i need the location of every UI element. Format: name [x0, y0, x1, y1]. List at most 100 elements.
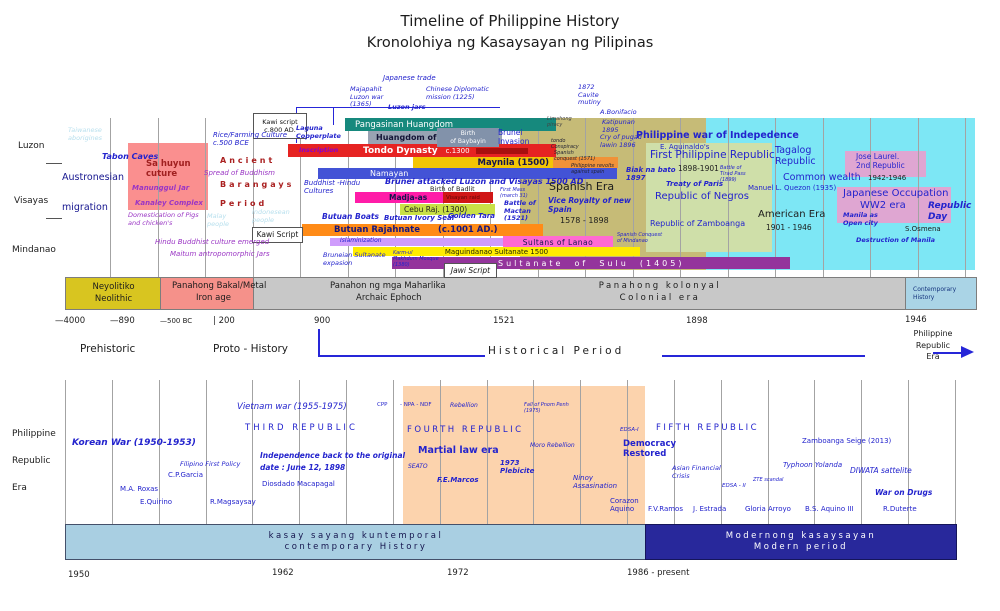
bar-label: Pangasinan Huangdom [355, 119, 454, 130]
bracket-left-line [318, 355, 485, 357]
gridline [775, 118, 776, 277]
note-tagalog-republic: Tagalog Republic [775, 145, 816, 168]
gridline [252, 380, 254, 524]
note-tondo-conspiracy: tondo Conspiracy [551, 138, 579, 150]
axis-1898: 1898 [686, 316, 708, 326]
note-pnom-penh: Fall of Pnom Penh (1975) [524, 402, 569, 414]
note-aquino-iii: B.S. Aquino III [805, 505, 854, 513]
year-1986-present: 1986 - present [627, 568, 690, 578]
note-fourth-republic: FOURTH REPUBLIC [407, 425, 524, 435]
note-birth-of-badlit: Birth of Badlit [430, 185, 475, 193]
note-asian-crisis: Asian Financial Crisis [672, 464, 721, 480]
note-period: Period [220, 199, 268, 208]
axis-890: —890 [110, 316, 135, 326]
axis-1946: 1946 [905, 315, 927, 325]
era-label: Neyolitiko Neolithic [92, 282, 135, 304]
gridline [486, 380, 488, 524]
gridline [252, 118, 254, 277]
gridline [870, 118, 871, 277]
sahuyun-culture-box [128, 143, 208, 210]
year-1950: 1950 [68, 570, 90, 580]
note-inscription: Inscription [299, 146, 339, 154]
note-ninoy: Ninoy Assasination [573, 474, 618, 491]
arrow-shaft-line [933, 352, 963, 354]
row-label-luzon: Luzon [18, 141, 45, 151]
islamization-label: Islaminization [340, 237, 382, 244]
era-metal-label1: Panahong Bakal/Metal [172, 281, 267, 291]
note-golden-tara: Golden Tara [448, 212, 495, 220]
note-karmul-makhdum: Karm-ul Makhdum Mosque (1380) [393, 250, 439, 268]
note-korean-war: Korean War (1950-1953) [72, 438, 196, 448]
note-war-on-drugs: War on Drugs [875, 488, 933, 497]
era-label: Contemporary History [913, 285, 957, 301]
gridline [767, 380, 769, 524]
note-fifth-republic: FIFTH REPUBLIC [656, 423, 760, 433]
era-metal-label2: Iron age [196, 293, 231, 303]
note-domestication: Domestication of Pigs and chicken's [128, 211, 199, 227]
note-garcia: C.P.Garcia [168, 471, 203, 479]
note-migration: migration [62, 202, 108, 213]
arrow-right-icon [961, 346, 974, 358]
note-quirino: E.Quirino [140, 498, 173, 506]
gridline [720, 380, 722, 524]
bar-tondo-dynasty: Tondo Dynasty c.1300 [288, 144, 556, 157]
note-filipino-first: Filipino First Policy [180, 460, 241, 468]
bar-label: Sultanate of Sulu (1405) [498, 258, 685, 268]
gridline [965, 118, 966, 277]
gridline [392, 380, 394, 524]
note-manila-open-city: Manila as Open city [843, 211, 878, 227]
note-arroyo: Gloria Arroyo [745, 505, 791, 513]
bar-label: Visayan raid [446, 194, 480, 201]
bar-contemporary-history: kasay sayang kuntemporal contemporary Hi… [65, 524, 647, 560]
bar-label: Butuan Rajahnate [334, 225, 420, 235]
note-vietnam-war: Vietnam war (1955-1975) [237, 402, 347, 412]
illegible-text-smudge [475, 147, 528, 154]
gridline [585, 118, 586, 277]
gridline [299, 380, 301, 524]
gridline [537, 118, 539, 277]
note-first-mass: First Mass (march 31) [500, 187, 528, 199]
bar-label: contemporary History [284, 542, 428, 552]
note-butuan-boats: Butuan Boats [322, 212, 379, 221]
note-independence-date2: date : June 12, 1898 [260, 463, 346, 472]
gridline [580, 380, 582, 524]
note-macapagal: Diosdado Macapagal [262, 480, 335, 488]
period-philippine-republic: Philippine Republic Era [913, 329, 953, 362]
note-npa-ndf: - NPA - NDF [400, 402, 432, 408]
note-vice-royalty: Vice Royalty of new Spain [548, 196, 631, 214]
first-republic-region [646, 143, 772, 252]
era-neolithic: Neyolitiko Neolithic [65, 277, 162, 310]
note-american-era: American Era [758, 209, 826, 220]
bar-label: Madja-as [389, 193, 428, 202]
note-third-republic: THIRD REPUBLIC [245, 423, 358, 433]
gridline [205, 118, 206, 277]
note-war-of-independence: Philippine war of Indepedence [636, 130, 799, 141]
bar-visayan-raid: Visayan raid [443, 192, 493, 203]
note-edsa2: EDSA - II [722, 483, 746, 489]
note-zamboanga-seige: Zamboanga Seige (2013) [802, 437, 892, 445]
bar-label: Modernong kasaysayan [725, 530, 877, 541]
page-subtitle: Kronolohiya ng Kasaysayan ng Pilipinas [366, 35, 654, 51]
note-cry-pugad-lawin: Cry of pugad lawin 1896 [600, 133, 642, 149]
note-treaty-of-paris: Treaty of Paris [666, 180, 723, 188]
bar-maynila-extension [553, 157, 618, 168]
note-corazon-aquino: Corazon Aquino [610, 497, 639, 514]
era-archaic-label2: Archaic Ephoch [356, 293, 422, 303]
axis-1521: 1521 [493, 316, 515, 326]
gridline [110, 118, 111, 277]
second-republic-box [845, 151, 926, 177]
era-colonial-label1: Panahong kolonyal [598, 281, 722, 291]
gridline [727, 118, 729, 277]
note-austronesian: Austronesian [62, 172, 125, 183]
note-biak-na-bato: Biak na bato 1897 [626, 166, 676, 183]
note-estrada: J. Estrada [693, 505, 727, 513]
gridline [954, 380, 956, 524]
gridline [346, 380, 348, 524]
period-proto-history: Proto - History [213, 343, 289, 355]
note-limahong-piracy: Limahong piracy [547, 116, 572, 128]
note-osmena: S.Osmena [905, 225, 941, 233]
note-1898-1901: 1898-1901 [678, 164, 719, 173]
note-typhoon-yolanda: Typhoon Yolanda [783, 461, 843, 469]
note-conquest-mindanao: Spanish Conquest of Mindanao [617, 232, 663, 244]
period-prehistoric: Prehistoric [80, 343, 136, 355]
